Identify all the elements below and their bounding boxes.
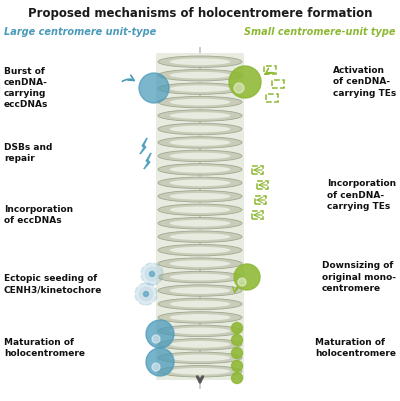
- Circle shape: [141, 263, 163, 285]
- Ellipse shape: [158, 312, 242, 323]
- Ellipse shape: [158, 231, 242, 243]
- Ellipse shape: [170, 314, 230, 321]
- Polygon shape: [140, 138, 147, 154]
- Circle shape: [139, 287, 153, 301]
- Ellipse shape: [158, 271, 242, 283]
- Ellipse shape: [158, 285, 242, 296]
- Ellipse shape: [170, 180, 230, 186]
- Circle shape: [229, 66, 261, 98]
- Text: DSBs and
repair: DSBs and repair: [4, 143, 52, 163]
- Ellipse shape: [170, 59, 230, 65]
- Circle shape: [150, 271, 154, 277]
- Ellipse shape: [158, 352, 242, 364]
- Circle shape: [234, 83, 244, 93]
- Ellipse shape: [158, 258, 242, 269]
- Ellipse shape: [170, 112, 230, 119]
- Ellipse shape: [158, 123, 242, 135]
- Circle shape: [145, 267, 159, 281]
- Ellipse shape: [170, 247, 230, 253]
- Ellipse shape: [170, 85, 230, 92]
- Ellipse shape: [170, 233, 230, 240]
- Text: Maturation of
holocentromere: Maturation of holocentromere: [315, 338, 396, 358]
- Ellipse shape: [158, 96, 242, 108]
- Ellipse shape: [158, 217, 242, 229]
- Ellipse shape: [158, 338, 242, 350]
- Circle shape: [234, 264, 260, 290]
- Text: Maturation of
holocentromere: Maturation of holocentromere: [4, 338, 85, 358]
- Ellipse shape: [170, 328, 230, 334]
- Circle shape: [146, 320, 174, 348]
- Ellipse shape: [170, 274, 230, 280]
- Ellipse shape: [170, 99, 230, 105]
- Circle shape: [152, 335, 160, 343]
- Ellipse shape: [170, 207, 230, 213]
- Circle shape: [135, 283, 157, 305]
- Ellipse shape: [170, 368, 230, 375]
- Text: Large centromere unit-type: Large centromere unit-type: [4, 27, 156, 37]
- Ellipse shape: [158, 110, 242, 121]
- Circle shape: [232, 360, 242, 371]
- Text: Downsizing of
original mono-
centromere: Downsizing of original mono- centromere: [322, 261, 396, 293]
- Ellipse shape: [170, 193, 230, 200]
- Ellipse shape: [170, 220, 230, 227]
- Text: Incorporation
of cenDNA-
carrying TEs: Incorporation of cenDNA- carrying TEs: [327, 179, 396, 211]
- Ellipse shape: [158, 56, 242, 67]
- Circle shape: [232, 334, 242, 346]
- Circle shape: [232, 373, 242, 383]
- Ellipse shape: [170, 72, 230, 79]
- Ellipse shape: [170, 260, 230, 267]
- Ellipse shape: [170, 166, 230, 173]
- Ellipse shape: [158, 150, 242, 162]
- Text: Ectopic seeding of
CENH3/kinetochore: Ectopic seeding of CENH3/kinetochore: [4, 274, 102, 294]
- Text: Small centromere-unit type: Small centromere-unit type: [244, 27, 396, 37]
- Circle shape: [232, 322, 242, 334]
- Circle shape: [232, 348, 242, 358]
- Ellipse shape: [170, 152, 230, 159]
- Polygon shape: [144, 153, 151, 169]
- Text: Burst of
cenDNA-
carrying
eccDNAs: Burst of cenDNA- carrying eccDNAs: [4, 67, 48, 109]
- Circle shape: [139, 73, 169, 103]
- Ellipse shape: [158, 164, 242, 175]
- Ellipse shape: [158, 325, 242, 336]
- Ellipse shape: [170, 301, 230, 307]
- Text: Proposed mechanisms of holocentromere formation: Proposed mechanisms of holocentromere fo…: [28, 8, 372, 20]
- Text: Incorporation
of eccDNAs: Incorporation of eccDNAs: [4, 205, 73, 225]
- Circle shape: [146, 348, 174, 376]
- Ellipse shape: [158, 366, 242, 377]
- Circle shape: [152, 363, 160, 371]
- Ellipse shape: [158, 177, 242, 188]
- Circle shape: [144, 292, 148, 296]
- Ellipse shape: [158, 298, 242, 310]
- Text: Activation
of cenDNA-
carrying TEs: Activation of cenDNA- carrying TEs: [333, 67, 396, 97]
- Ellipse shape: [170, 287, 230, 294]
- Ellipse shape: [158, 190, 242, 202]
- Ellipse shape: [158, 69, 242, 81]
- Ellipse shape: [170, 139, 230, 146]
- FancyBboxPatch shape: [156, 53, 244, 380]
- Ellipse shape: [170, 354, 230, 361]
- Ellipse shape: [158, 245, 242, 256]
- Ellipse shape: [170, 341, 230, 348]
- Ellipse shape: [158, 137, 242, 148]
- Ellipse shape: [158, 83, 242, 94]
- Ellipse shape: [170, 126, 230, 132]
- Circle shape: [238, 278, 246, 286]
- Ellipse shape: [158, 204, 242, 215]
